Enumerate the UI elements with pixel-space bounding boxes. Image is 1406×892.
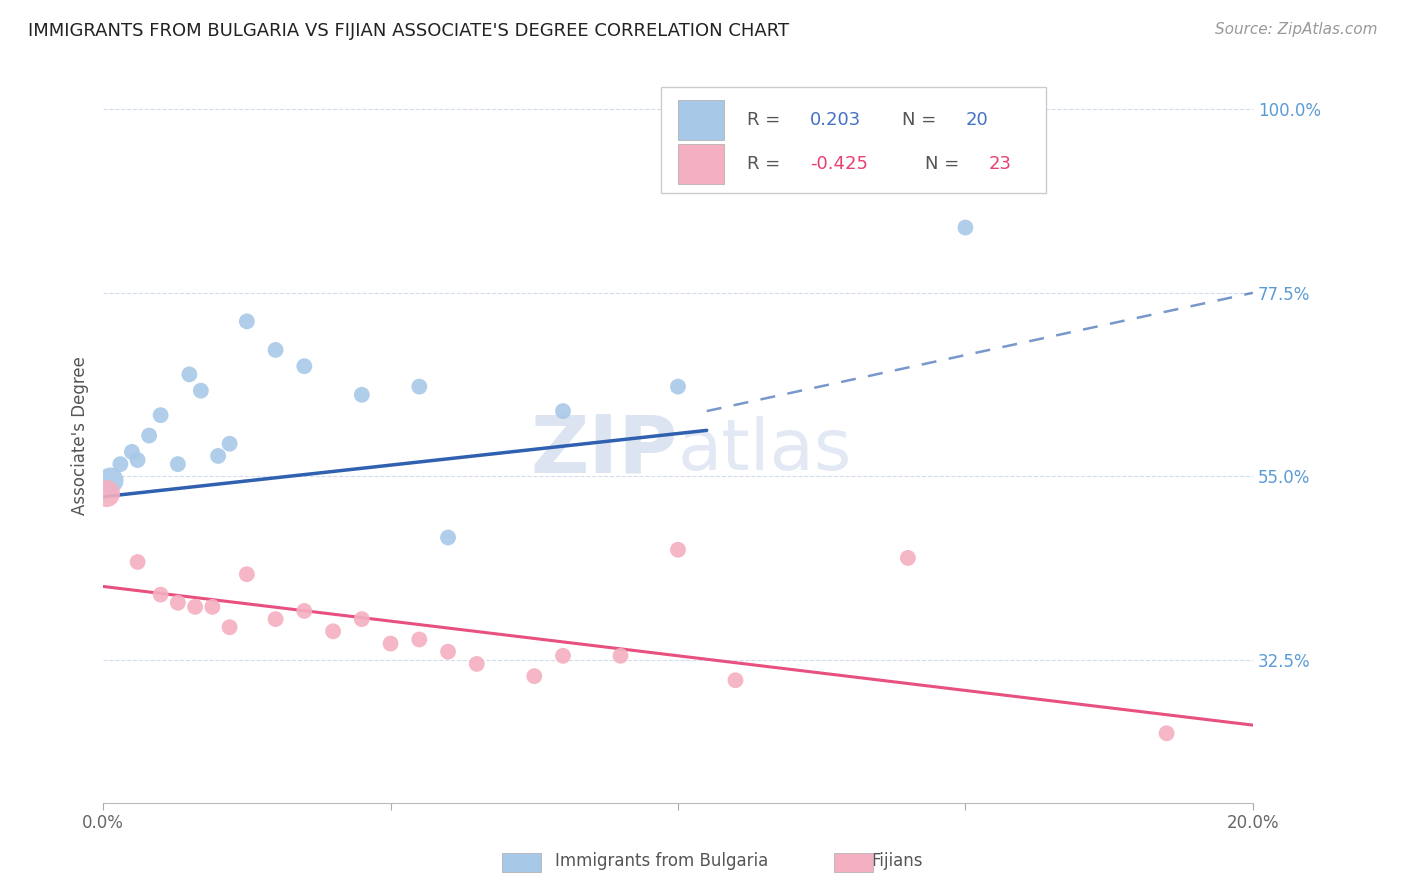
Point [666, 379, 689, 393]
Text: ZIP: ZIP [530, 411, 678, 489]
Point [551, 648, 574, 663]
Point [380, 636, 402, 650]
Point [110, 457, 132, 471]
Point [218, 436, 240, 450]
Point [138, 428, 160, 442]
Point [551, 404, 574, 418]
Point [127, 453, 149, 467]
FancyBboxPatch shape [678, 144, 724, 184]
Point [350, 612, 373, 626]
Point [897, 550, 920, 565]
Text: 0.203: 0.203 [810, 111, 862, 129]
Point [1156, 726, 1178, 740]
Point [408, 379, 430, 393]
Point [322, 624, 344, 639]
Point [724, 673, 747, 688]
Point [666, 542, 689, 557]
Point [264, 343, 287, 357]
Point [127, 555, 149, 569]
Text: N =: N = [925, 155, 965, 173]
Point [264, 612, 287, 626]
Point [236, 314, 259, 328]
Point [184, 599, 207, 614]
Text: Immigrants from Bulgaria: Immigrants from Bulgaria [555, 852, 769, 870]
Point [350, 388, 373, 402]
Text: N =: N = [903, 111, 942, 129]
Point [408, 632, 430, 647]
Point [121, 445, 143, 459]
Text: R =: R = [747, 111, 786, 129]
Point [523, 669, 546, 683]
Text: 20: 20 [966, 111, 988, 129]
Point [437, 645, 460, 659]
Text: IMMIGRANTS FROM BULGARIA VS FIJIAN ASSOCIATE'S DEGREE CORRELATION CHART: IMMIGRANTS FROM BULGARIA VS FIJIAN ASSOC… [28, 22, 789, 40]
Point [292, 604, 315, 618]
Text: R =: R = [747, 155, 786, 173]
Text: Fijians: Fijians [872, 852, 924, 870]
Point [201, 599, 224, 614]
Text: -0.425: -0.425 [810, 155, 868, 173]
Point [236, 567, 259, 582]
FancyBboxPatch shape [678, 100, 724, 140]
Point [218, 620, 240, 634]
Point [179, 368, 201, 382]
Point [149, 588, 172, 602]
Point [167, 457, 190, 471]
Point [94, 485, 117, 500]
Point [149, 408, 172, 422]
Text: atlas: atlas [678, 416, 852, 484]
Point [207, 449, 229, 463]
Y-axis label: Associate's Degree: Associate's Degree [72, 356, 89, 515]
Point [465, 657, 488, 671]
Point [167, 596, 190, 610]
Point [955, 220, 977, 235]
Point [437, 531, 460, 545]
Text: 23: 23 [988, 155, 1011, 173]
Point [609, 648, 631, 663]
Text: Source: ZipAtlas.com: Source: ZipAtlas.com [1215, 22, 1378, 37]
Point [190, 384, 212, 398]
Point [98, 474, 121, 488]
Point [292, 359, 315, 374]
FancyBboxPatch shape [661, 87, 1046, 194]
